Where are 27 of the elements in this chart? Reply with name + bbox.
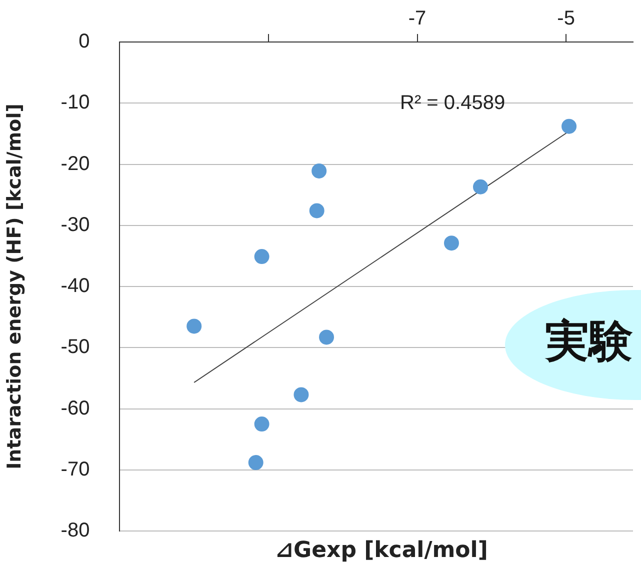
point xyxy=(473,179,488,194)
y-tick-label: -70 xyxy=(60,458,90,480)
annotation: R² = 0.4589 xyxy=(400,92,506,115)
x-axis-title: ⊿Gexp [kcal/mol] xyxy=(274,538,489,563)
annotation: 実験 xyxy=(545,316,633,368)
y-tick-label: -80 xyxy=(60,520,90,542)
point xyxy=(319,330,334,345)
y-tick-label: 0 xyxy=(78,30,90,53)
y-tick-label: -30 xyxy=(60,214,90,236)
point xyxy=(248,455,264,470)
point xyxy=(254,249,270,264)
point xyxy=(294,387,309,402)
ellipse-callout: 実験 xyxy=(505,290,641,400)
y-tick-label: -40 xyxy=(60,275,90,298)
point xyxy=(254,416,270,432)
point xyxy=(186,318,202,334)
point xyxy=(312,163,327,178)
y-tick-label: -60 xyxy=(60,397,90,420)
y-axis-title: Intaraction energy (HF) [kcal/mol] xyxy=(3,104,26,470)
y-tick-label: -10 xyxy=(60,92,90,114)
point xyxy=(562,118,577,134)
x-tick-label: -7 xyxy=(408,8,426,30)
x-tick-label: -5 xyxy=(557,8,575,30)
point xyxy=(309,203,324,218)
y-tick-label: -50 xyxy=(60,336,90,358)
point xyxy=(444,236,459,251)
y-tick-label: -20 xyxy=(60,152,90,175)
